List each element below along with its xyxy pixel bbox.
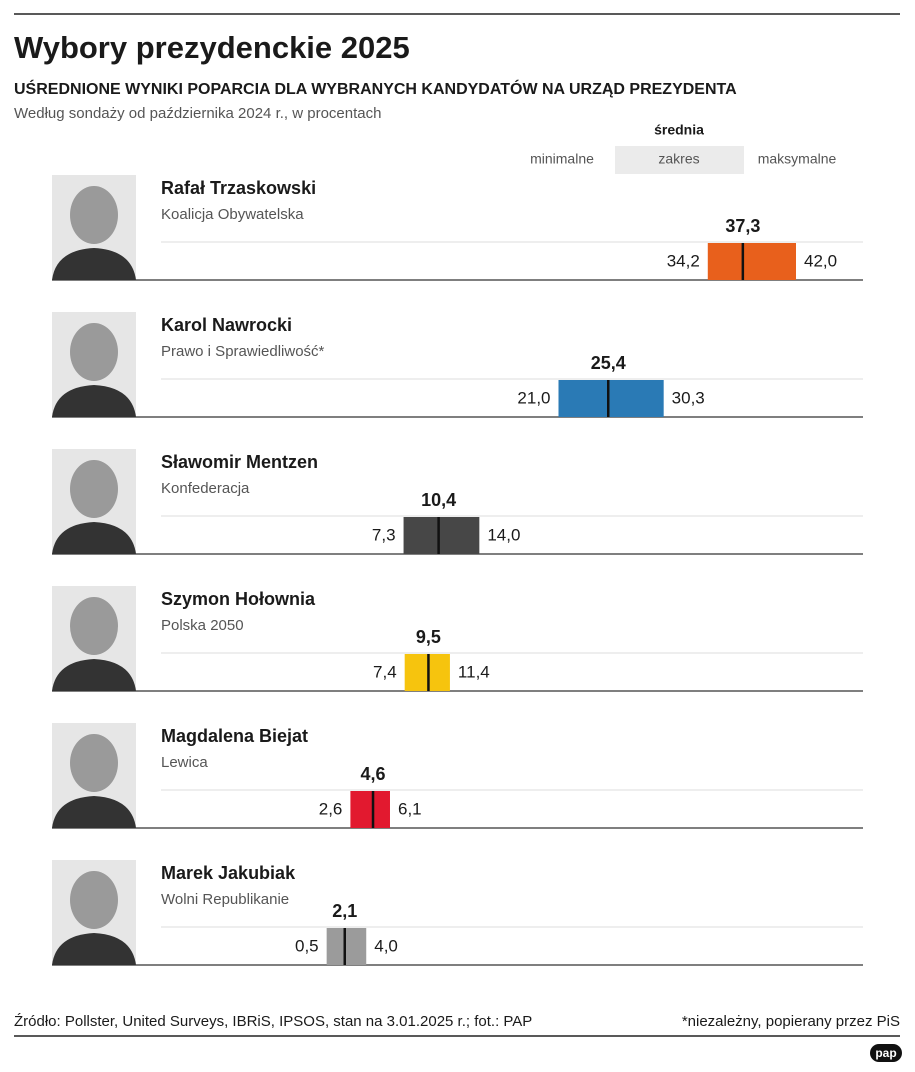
photo-head	[70, 734, 118, 792]
mean-label: 9,5	[416, 627, 441, 647]
candidate-name: Szymon Hołownia	[161, 589, 316, 609]
logo: pap	[875, 1046, 896, 1060]
legend-range-box	[615, 146, 744, 174]
min-label: 7,4	[373, 662, 397, 681]
source: Źródło: Pollster, United Surveys, IBRiS,…	[14, 1013, 532, 1030]
max-label: 42,0	[804, 251, 837, 270]
mean-label: 37,3	[725, 216, 760, 236]
candidate-party: Polska 2050	[161, 617, 244, 634]
candidate-name: Magdalena Biejat	[161, 726, 308, 746]
max-label: 4,0	[374, 936, 398, 955]
candidate-name: Marek Jakubiak	[161, 863, 296, 883]
min-label: 2,6	[319, 799, 343, 818]
photo-head	[70, 323, 118, 381]
range-bar	[350, 791, 390, 828]
mean-label: 25,4	[591, 353, 626, 373]
candidate-party: Lewica	[161, 754, 208, 771]
photo-head	[70, 597, 118, 655]
range-bar	[558, 380, 664, 417]
photo-head	[70, 871, 118, 929]
chart-note: Według sondaży od października 2024 r., …	[14, 105, 381, 122]
mean-label: 10,4	[421, 490, 456, 510]
photo-shoulders	[52, 385, 136, 417]
candidate-party: Wolni Republikanie	[161, 891, 289, 908]
photo-shoulders	[52, 522, 136, 554]
candidate-party: Prawo i Sprawiedliwość*	[161, 343, 325, 360]
min-label: 7,3	[372, 525, 396, 544]
mean-label: 2,1	[332, 901, 357, 921]
max-label: 6,1	[398, 799, 422, 818]
photo-shoulders	[52, 796, 136, 828]
photo-shoulders	[52, 933, 136, 965]
chart-subtitle: UŚREDNIONE WYNIKI POPARCIA DLA WYBRANYCH…	[14, 79, 737, 98]
candidate-name: Rafał Trzaskowski	[161, 178, 316, 198]
candidate-name: Sławomir Mentzen	[161, 452, 318, 472]
min-label: 0,5	[295, 936, 319, 955]
range-bar	[707, 243, 796, 280]
min-label: 21,0	[517, 388, 550, 407]
max-label: 30,3	[672, 388, 705, 407]
max-label: 11,4	[458, 662, 490, 681]
legend-range: zakres	[658, 151, 699, 167]
photo-shoulders	[52, 248, 136, 280]
candidate-party: Koalicja Obywatelska	[161, 206, 304, 223]
legend-mean: średnia	[654, 122, 704, 138]
mean-label: 4,6	[361, 764, 386, 784]
candidate-party: Konfederacja	[161, 480, 250, 497]
min-label: 34,2	[667, 251, 700, 270]
photo-head	[70, 460, 118, 518]
chart-title: Wybory prezydenckie 2025	[14, 30, 410, 65]
logo-badge	[870, 1044, 902, 1062]
legend-min: minimalne	[530, 151, 594, 167]
range-bar	[326, 928, 367, 965]
candidate-name: Karol Nawrocki	[161, 315, 292, 335]
max-label: 14,0	[487, 525, 520, 544]
legend-max: maksymalne	[758, 151, 837, 167]
range-bar	[403, 517, 480, 554]
footnote: *niezależny, popierany przez PiS	[682, 1013, 900, 1030]
photo-shoulders	[52, 659, 136, 691]
photo-head	[70, 186, 118, 244]
